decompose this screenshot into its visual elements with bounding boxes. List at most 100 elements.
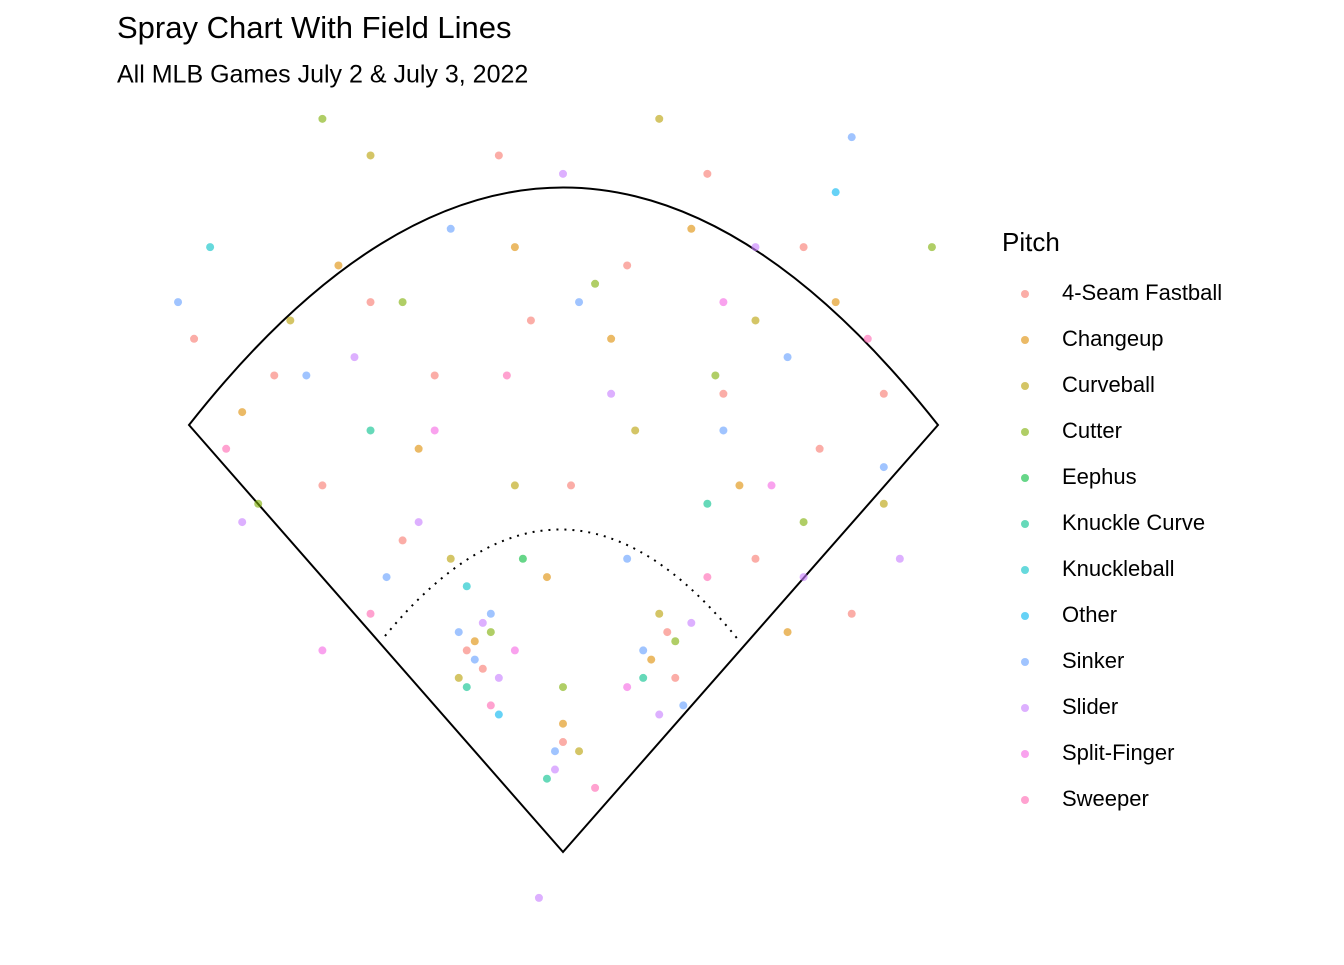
point	[799, 243, 808, 252]
point	[366, 298, 375, 307]
point	[631, 426, 640, 435]
point	[591, 279, 600, 288]
point	[430, 426, 439, 435]
legend-swatch	[1021, 474, 1029, 482]
legend-swatch	[1021, 796, 1029, 804]
point	[494, 710, 503, 719]
point	[486, 609, 495, 618]
point	[238, 408, 247, 417]
point	[663, 628, 672, 637]
point	[534, 893, 543, 902]
legend-label: 4-Seam Fastball	[1062, 280, 1222, 305]
point	[895, 554, 904, 563]
point	[687, 224, 696, 233]
point	[446, 554, 455, 563]
point	[559, 169, 567, 178]
point	[414, 444, 423, 453]
legend-label: Knuckleball	[1062, 556, 1175, 581]
point	[318, 481, 327, 490]
point	[518, 554, 527, 563]
point	[286, 316, 295, 325]
point	[462, 683, 471, 692]
point	[559, 719, 567, 728]
point	[542, 573, 551, 582]
point	[655, 710, 664, 719]
point	[751, 316, 760, 325]
point	[687, 618, 696, 627]
point	[222, 444, 231, 453]
point	[478, 664, 487, 673]
point	[575, 298, 584, 307]
legend-swatch	[1021, 704, 1029, 712]
point	[863, 334, 872, 343]
point	[831, 298, 840, 307]
point	[318, 114, 327, 123]
point	[478, 618, 487, 627]
chart-subtitle: All MLB Games July 2 & July 3, 2022	[117, 61, 528, 89]
point	[711, 371, 720, 380]
legend-swatch	[1021, 520, 1029, 528]
point	[671, 673, 680, 682]
legend-swatch	[1021, 658, 1029, 666]
point	[679, 701, 688, 710]
legend-swatch	[1021, 428, 1029, 436]
point	[270, 371, 279, 380]
point	[398, 536, 407, 545]
points	[174, 114, 936, 902]
point	[366, 151, 375, 160]
point	[454, 673, 463, 682]
point	[190, 334, 199, 343]
point	[318, 646, 327, 655]
point	[799, 573, 808, 582]
point	[719, 298, 728, 307]
point	[799, 518, 808, 527]
point	[494, 673, 503, 682]
point	[350, 353, 359, 362]
point	[639, 646, 648, 655]
point	[446, 224, 455, 233]
point	[767, 481, 776, 490]
point	[655, 114, 664, 123]
point	[366, 609, 375, 618]
point	[470, 637, 479, 646]
point	[366, 426, 375, 435]
point	[526, 316, 535, 325]
legend-swatch	[1021, 566, 1029, 574]
point	[382, 573, 391, 582]
point	[470, 655, 479, 664]
point	[735, 481, 744, 490]
legend: 4-Seam Fastball Changeup Curveball Cutter Ee…	[1021, 280, 1222, 811]
point	[783, 353, 792, 362]
point	[703, 169, 712, 178]
legend-swatch	[1021, 336, 1029, 344]
point	[831, 188, 840, 197]
legend-label: Cutter	[1062, 418, 1122, 443]
point	[879, 499, 888, 508]
point	[703, 499, 712, 508]
legend-swatch	[1021, 382, 1029, 390]
legend-label: Curveball	[1062, 372, 1155, 397]
point	[575, 747, 584, 756]
point	[486, 701, 495, 710]
point	[510, 646, 519, 655]
point	[486, 628, 495, 637]
legend-swatch	[1021, 612, 1029, 620]
point	[398, 298, 407, 307]
point	[502, 371, 511, 380]
point	[639, 673, 648, 682]
point	[510, 481, 519, 490]
point	[334, 261, 343, 270]
point	[254, 499, 263, 508]
legend-label: Sweeper	[1062, 786, 1149, 811]
legend-label: Slider	[1062, 694, 1118, 719]
legend-label: Other	[1062, 602, 1117, 627]
point	[206, 243, 215, 252]
legend-title: Pitch	[1002, 227, 1060, 257]
point	[879, 463, 888, 472]
point	[655, 609, 664, 618]
point	[550, 765, 559, 774]
legend-swatch	[1021, 290, 1029, 298]
infield-arc	[384, 528, 741, 643]
point	[719, 426, 728, 435]
